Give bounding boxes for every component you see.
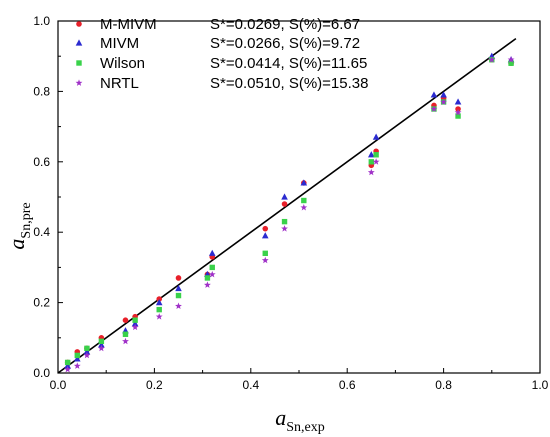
legend-series-name: M-MIVM <box>100 16 157 33</box>
data-point <box>175 275 182 281</box>
data-point <box>455 113 461 119</box>
legend-marker-circle <box>76 21 82 27</box>
data-point <box>281 193 288 200</box>
data-point <box>122 317 129 324</box>
data-point <box>98 341 105 348</box>
data-point <box>367 168 375 176</box>
data-point <box>300 179 308 186</box>
series-mivm <box>64 52 515 369</box>
data-point <box>204 281 211 288</box>
data-point <box>507 56 515 63</box>
data-point <box>64 362 71 369</box>
legend-marker-star <box>75 79 83 86</box>
data-point <box>368 159 374 165</box>
data-point <box>281 218 288 225</box>
axis-ticks: 0.0 0.2 0.4 0.6 0.8 1.0 0.0 0.2 0.4 0.6 0.8 1.0 <box>33 14 548 392</box>
data-point <box>97 344 105 352</box>
legend-marker-triangle <box>75 39 83 46</box>
data-point <box>208 270 216 278</box>
data-point <box>155 299 163 306</box>
data-point <box>73 355 81 362</box>
data-point <box>122 337 129 345</box>
x-axis-label: aSn,exp <box>275 405 325 435</box>
legend-series-name: MIVM <box>100 35 139 52</box>
legend-series-name: NRTL <box>100 75 139 92</box>
data-point <box>175 284 182 292</box>
x-tick-label: 1.0 <box>532 378 549 392</box>
y-axis-label: aSn,pre <box>4 202 34 249</box>
data-point <box>373 152 379 158</box>
y-tick-label: 0.8 <box>33 84 50 98</box>
data-point <box>208 249 216 256</box>
data-point <box>372 133 380 140</box>
x-tick-label: 0.0 <box>50 378 67 392</box>
data-point <box>454 108 462 116</box>
data-point <box>98 338 105 345</box>
data-point <box>281 225 288 232</box>
data-point <box>454 98 462 105</box>
legend-series-name: Wilson <box>100 55 145 72</box>
data-point <box>156 306 162 313</box>
y-tick-label: 0.0 <box>33 366 50 380</box>
data-point <box>368 151 375 158</box>
x-tick-label: 0.8 <box>435 378 452 392</box>
data-point <box>131 323 139 331</box>
data-point <box>204 275 211 281</box>
data-point <box>440 98 448 105</box>
data-point <box>73 362 81 369</box>
data-point <box>64 359 71 366</box>
x-tick-label: 0.6 <box>339 378 356 392</box>
data-point <box>64 365 72 373</box>
data-point <box>83 348 91 355</box>
data-point <box>209 264 215 271</box>
legend-series-stat: S*=0.0269, S(%)=6.67 <box>210 16 360 33</box>
data-point <box>175 302 182 310</box>
data-point <box>430 91 438 98</box>
data-point <box>488 56 496 63</box>
data-point <box>175 292 182 299</box>
legend-series-stat: S*=0.0414, S(%)=11.65 <box>210 55 367 72</box>
data-point <box>132 317 138 323</box>
y-tick-label: 1.0 <box>33 14 50 28</box>
data-point <box>83 351 91 359</box>
data-point <box>122 331 129 337</box>
data-point <box>261 256 269 264</box>
data-point <box>84 345 90 352</box>
data-point <box>372 158 380 165</box>
data-point <box>281 201 288 207</box>
data-point <box>301 197 307 204</box>
x-tick-label: 0.4 <box>242 378 259 392</box>
legend-marker-square <box>76 60 82 66</box>
data-point <box>155 313 163 320</box>
y-tick-label: 0.2 <box>33 296 50 310</box>
series-nrtl <box>64 56 515 373</box>
data-point <box>440 91 447 98</box>
x-tick-label: 0.2 <box>146 378 163 392</box>
data-point <box>131 320 139 327</box>
y-tick-label: 0.6 <box>33 155 50 169</box>
data-point <box>262 225 269 232</box>
data-point <box>74 352 80 359</box>
y-tick-label: 0.4 <box>33 225 50 239</box>
legend-series-stat: S*=0.0510, S(%)=15.38 <box>210 75 368 92</box>
legend-series-stat: S*=0.0266, S(%)=9.72 <box>210 35 360 52</box>
data-point <box>261 232 269 239</box>
data-point <box>262 250 268 257</box>
legend: M-MIVM S*=0.0269, S(%)=6.67 MIVM S*=0.0266,… <box>75 16 368 92</box>
data-points <box>64 52 515 373</box>
data-point <box>300 203 308 211</box>
data-point <box>508 60 514 66</box>
data-point <box>430 105 438 112</box>
